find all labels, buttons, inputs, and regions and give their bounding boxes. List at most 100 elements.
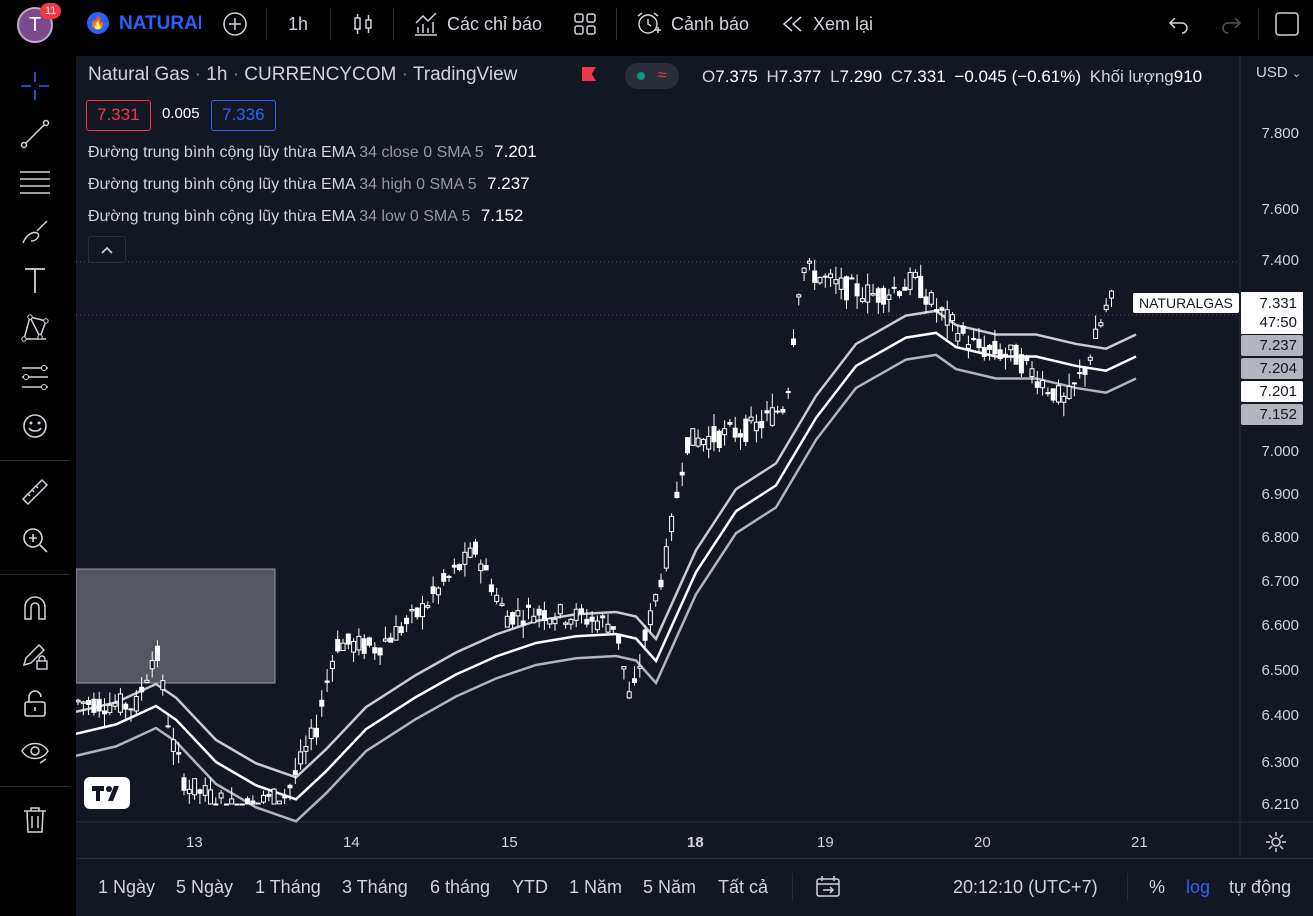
fullscreen-button[interactable]: [1274, 0, 1300, 48]
indicators-button[interactable]: Các chỉ báo: [413, 0, 542, 48]
text-tool[interactable]: [17, 262, 53, 298]
candle-body: [457, 564, 463, 571]
candle-body: [388, 637, 394, 643]
price-tick: 6.600: [1261, 617, 1299, 634]
candle-body: [1056, 385, 1061, 403]
market-status[interactable]: ≈: [625, 63, 679, 89]
candle-body: [266, 793, 272, 797]
hide-tool[interactable]: [17, 734, 53, 770]
lock-all-tool[interactable]: [17, 686, 53, 722]
alert-label: Cảnh báo: [671, 13, 750, 34]
candle-body: [1008, 344, 1014, 351]
candle-body: [1077, 372, 1083, 375]
crosshair-tool[interactable]: [17, 68, 53, 104]
pattern-tool[interactable]: [17, 310, 53, 346]
sell-price-box[interactable]: 7.331: [86, 100, 151, 131]
candle-body: [759, 420, 765, 429]
lock-drawing-tool[interactable]: [17, 638, 53, 674]
candle-body: [462, 551, 468, 565]
ruler-tool[interactable]: [17, 474, 53, 510]
price-plot: [76, 56, 1313, 909]
forecast-tool[interactable]: [17, 360, 53, 396]
candle-body: [1050, 388, 1056, 401]
indicator-ema-high[interactable]: Đường trung bình cộng lũy thừa EMA 34 hi…: [88, 174, 530, 194]
percent-scale-toggle[interactable]: %: [1149, 877, 1166, 897]
price-tick: 7.600: [1261, 201, 1299, 218]
redo-button[interactable]: [1220, 0, 1242, 48]
alert-button[interactable]: Cảnh báo: [635, 0, 749, 48]
tradingview-logo[interactable]: [84, 777, 130, 809]
candle-body: [107, 704, 113, 714]
layouts-button[interactable]: [573, 0, 597, 48]
chart-pane[interactable]: Natural Gas · 1h · CURRENCYCOM · Trading…: [76, 56, 1313, 909]
buy-price-box[interactable]: 7.336: [211, 100, 276, 131]
delete-tool[interactable]: [17, 802, 53, 838]
candle-body: [186, 788, 192, 795]
candle-body: [340, 642, 346, 652]
range-6m[interactable]: 6 tháng: [430, 877, 491, 897]
goto-date-button[interactable]: [815, 875, 841, 904]
text-icon: [25, 268, 45, 293]
undo-button[interactable]: [1168, 0, 1190, 48]
candle-body: [409, 609, 415, 612]
range-1y[interactable]: 1 Năm: [569, 877, 623, 897]
flag-icon[interactable]: [582, 67, 596, 81]
symbol-legend[interactable]: Natural Gas · 1h · CURRENCYCOM · Trading…: [88, 64, 518, 85]
symbol-search-button[interactable]: NATURAL: [119, 13, 201, 34]
candle-body: [239, 803, 245, 806]
range-all[interactable]: Tất cả: [718, 877, 769, 897]
price-tick: 7.000: [1261, 443, 1299, 460]
candle-body: [520, 620, 526, 626]
calendar-range-icon: [816, 876, 840, 897]
auto-scale-toggle[interactable]: tự động: [1229, 877, 1292, 897]
candle-body: [785, 391, 791, 394]
replay-button[interactable]: Xem lại: [781, 0, 873, 48]
status-dot-icon: [637, 72, 646, 80]
candle-body: [1013, 344, 1019, 365]
clock-timezone[interactable]: 20:12:10 (UTC+7): [953, 877, 1098, 897]
range-1m[interactable]: 1 Tháng: [255, 877, 321, 897]
candle-body: [663, 546, 669, 569]
range-ytd[interactable]: YTD: [512, 877, 548, 897]
trendline-tool[interactable]: [17, 116, 53, 152]
magnet-tool[interactable]: [17, 590, 53, 626]
indicator-ema-low[interactable]: Đường trung bình cộng lũy thừa EMA 34 lo…: [88, 206, 523, 226]
candle-body: [213, 803, 219, 806]
candles-icon: [354, 14, 372, 34]
chart-settings-button[interactable]: [1265, 831, 1287, 858]
icons-tool[interactable]: [17, 408, 53, 444]
candle-body: [430, 586, 436, 595]
interval-button[interactable]: 1h: [288, 13, 309, 34]
indicator-name: Đường trung bình cộng lũy thừa EMA: [88, 208, 355, 225]
brush-tool[interactable]: [17, 214, 53, 250]
candle-body: [478, 563, 484, 572]
candle-body: [123, 703, 129, 710]
range-3m[interactable]: 3 Tháng: [342, 877, 408, 897]
candle-body: [875, 288, 881, 303]
indicator-ema-close[interactable]: Đường trung bình cộng lũy thừa EMA 34 cl…: [88, 142, 537, 162]
log-scale-toggle[interactable]: log: [1186, 877, 1211, 897]
candle-body: [838, 277, 844, 290]
candle-body: [1029, 368, 1035, 378]
candle-body: [971, 337, 977, 340]
range-5y[interactable]: 5 Năm: [643, 877, 697, 897]
indicator-value: 7.201: [494, 142, 537, 161]
range-1d[interactable]: 1 Ngày: [98, 877, 156, 897]
indicator-name: Đường trung bình cộng lũy thừa EMA: [88, 144, 355, 161]
add-symbol-button[interactable]: [222, 0, 248, 48]
candle-body: [653, 594, 659, 602]
candle-body: [473, 541, 478, 555]
candle-body: [568, 618, 574, 625]
candle-body: [197, 789, 203, 794]
h-value: 7.377: [778, 67, 822, 86]
candle-body: [1003, 353, 1008, 357]
chart-type-button[interactable]: [352, 0, 374, 48]
trash-icon: [24, 807, 46, 833]
fib-tool[interactable]: [17, 164, 53, 200]
range-5d[interactable]: 5 Ngày: [176, 877, 234, 897]
collapse-legend-button[interactable]: [88, 236, 126, 263]
zoom-tool[interactable]: [17, 522, 53, 558]
candle-body: [812, 270, 818, 283]
time-tick: 20: [974, 834, 991, 851]
currency-selector[interactable]: USD ⌄: [1256, 64, 1301, 81]
